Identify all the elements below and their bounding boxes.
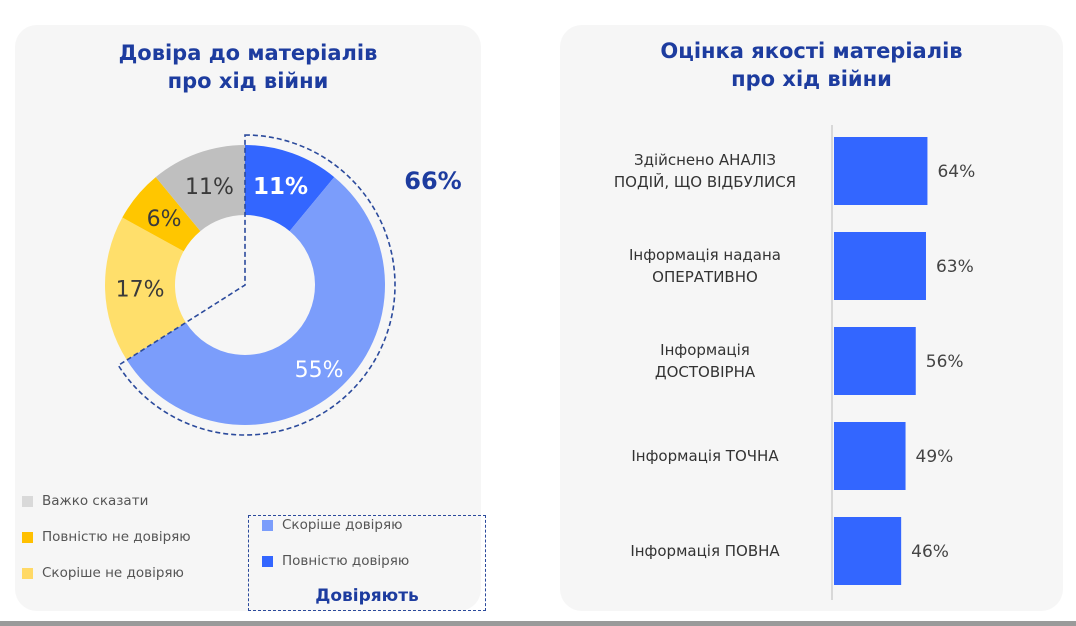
title-line: про хід війни: [167, 69, 329, 93]
divider: [0, 621, 1076, 626]
legend-swatch-icon: [22, 531, 33, 543]
legend-item: Повністю довіряю: [262, 553, 409, 569]
bar: [834, 137, 928, 205]
category-label: Інформація ДОСТОВІРНА: [590, 339, 820, 383]
bar-value-label: 56%: [926, 352, 964, 372]
bar-chart: 64% 63% 56% 49% 46%: [831, 125, 975, 600]
legend-label: Повністю не довіряю: [42, 529, 191, 545]
trust-group-outline: [117, 134, 396, 436]
bar: [834, 232, 926, 300]
category-label: Здійснено АНАЛІЗ ПОДІЙ, ЩО ВІДБУЛИСЯ: [590, 149, 820, 193]
slice-label: 11%: [185, 175, 234, 200]
legend-item: Важко сказати: [22, 493, 148, 509]
title-line: про хід війни: [731, 67, 892, 91]
quality-chart-card: Оцінка якості матеріалів про хід війни 6…: [560, 25, 1063, 611]
legend-item: Скоріше довіряю: [262, 517, 402, 533]
bar: [834, 422, 906, 490]
legend-label: Скоріше довіряю: [282, 517, 403, 533]
bar-value-label: 64%: [937, 162, 975, 182]
donut-slice: [122, 177, 201, 252]
bar-value-label: 49%: [916, 447, 954, 467]
category-line: Інформація надана: [629, 246, 781, 264]
slice-label: 6%: [147, 207, 182, 232]
category-label: Інформація ПОВНА: [590, 540, 820, 562]
trust-group-label: Довіряють: [315, 586, 419, 606]
legend-swatch-icon: [22, 495, 33, 507]
bar: [834, 327, 916, 395]
trust-chart-card: Довіра до матеріалів про хід війни 11% 55…: [15, 25, 486, 611]
legend-swatch-icon: [262, 519, 273, 531]
bar-value-label: 46%: [911, 542, 949, 562]
donut-slice: [104, 217, 186, 361]
category-line: ПОДІЙ, ЩО ВІДБУЛИСЯ: [613, 173, 797, 191]
category-line: Інформація: [660, 341, 750, 359]
donut-slice: [126, 177, 385, 425]
bar: [834, 517, 902, 585]
legend-swatch-icon: [262, 555, 273, 567]
legend-item: Скоріше не довіряю: [22, 565, 184, 581]
donut-slice: [245, 145, 335, 232]
donut-chart: 11%55%17%6%11% 66%: [104, 134, 462, 436]
legend-item: Повністю не довіряю: [22, 529, 191, 545]
category-line: Інформація ПОВНА: [630, 542, 780, 560]
donut-slice: [155, 145, 245, 232]
bar-value-label: 63%: [936, 257, 974, 277]
trust-chart-title: Довіра до матеріалів про хід війни: [15, 39, 481, 95]
title-line: Оцінка якості матеріалів: [660, 39, 963, 63]
legend-label: Повністю довіряю: [282, 553, 410, 569]
slice-label: 17%: [116, 277, 165, 302]
trust-group-value: 66%: [404, 167, 461, 195]
slice-label: 55%: [295, 358, 344, 383]
legend-label: Важко сказати: [42, 493, 149, 509]
category-line: ДОСТОВІРНА: [654, 363, 756, 381]
legend-label: Скоріше не довіряю: [42, 565, 184, 581]
title-line: Довіра до матеріалів: [118, 41, 378, 65]
slice-label: 11%: [253, 174, 308, 200]
legend-swatch-icon: [22, 567, 33, 579]
category-line: Здійснено АНАЛІЗ: [633, 151, 777, 169]
category-line: Інформація ТОЧНА: [631, 447, 779, 465]
category-label: Інформація ТОЧНА: [590, 445, 820, 467]
quality-chart-title: Оцінка якості матеріалів про хід війни: [560, 37, 1063, 93]
trust-group-box: Скоріше довіряю Повністю довіряю Довіряют…: [248, 515, 486, 611]
category-line: ОПЕРАТИВНО: [652, 268, 758, 286]
category-label: Інформація надана ОПЕРАТИВНО: [590, 244, 820, 288]
